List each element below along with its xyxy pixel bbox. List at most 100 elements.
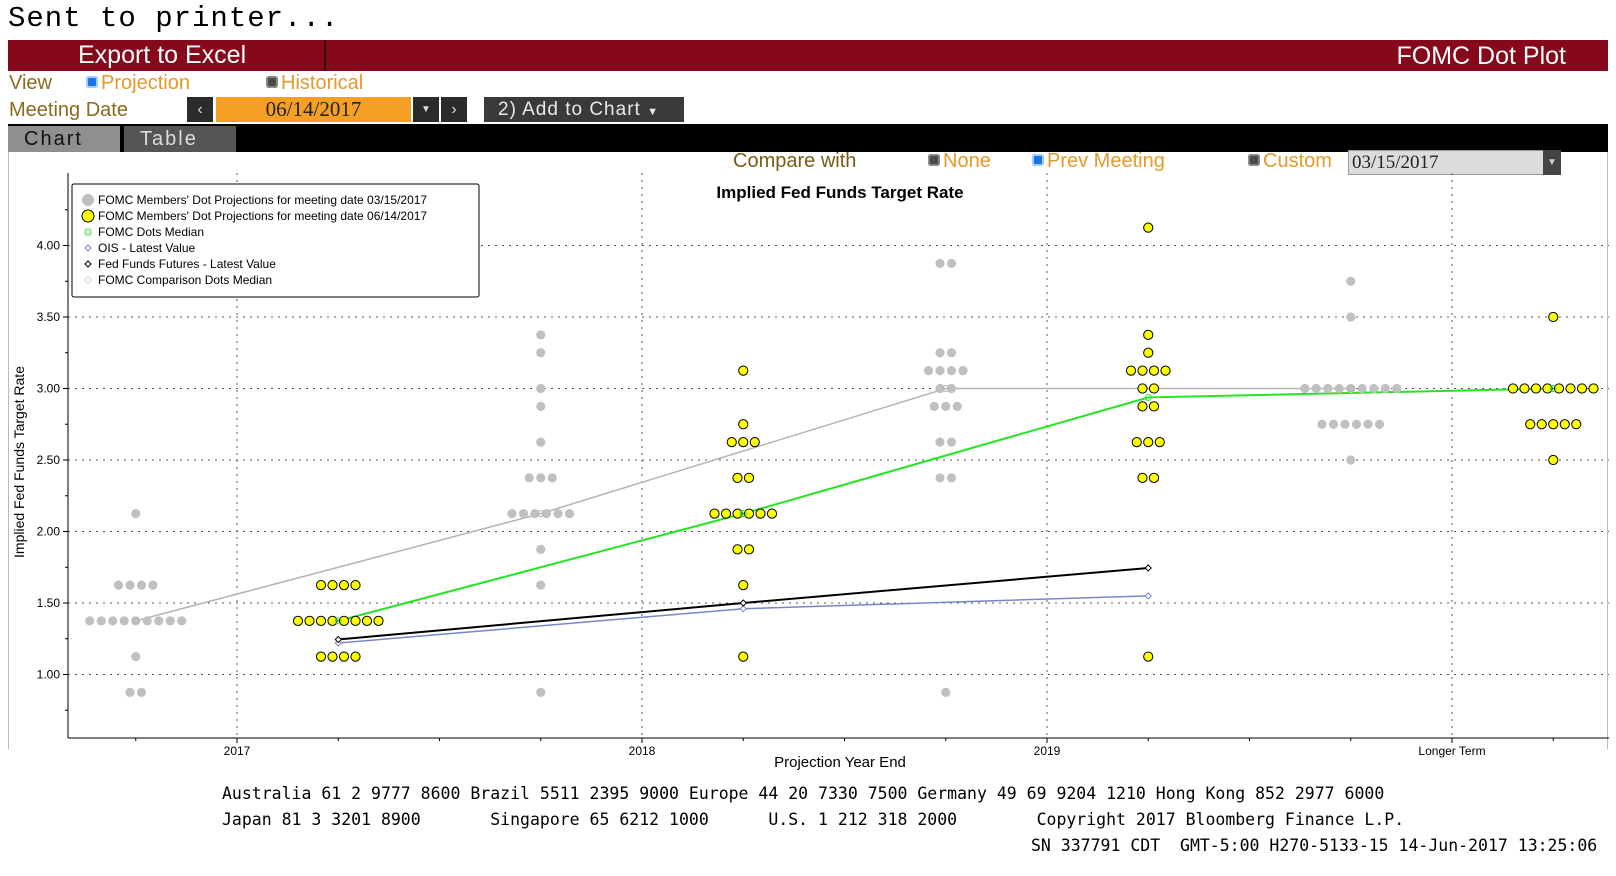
legend-swatch	[84, 276, 92, 284]
dot-prev-meeting	[154, 616, 164, 626]
dot-current-meeting	[1143, 347, 1154, 358]
meeting-date-label: Meeting Date	[9, 99, 128, 121]
dot-prev-meeting	[536, 330, 546, 340]
compare-option-custom[interactable]: Custom	[1248, 150, 1332, 173]
dot-current-meeting	[1519, 383, 1530, 394]
compare-with-label: Compare with	[733, 150, 857, 172]
dot-prev-meeting	[946, 258, 957, 268]
export-to-excel-button[interactable]: Export to Excel	[8, 40, 326, 71]
compare-date-input[interactable]: 03/15/2017	[1348, 150, 1561, 175]
chevron-left-icon[interactable]: ‹	[187, 97, 213, 122]
caret-down-icon[interactable]: ▼	[413, 97, 439, 122]
x-tick-label: 2018	[629, 744, 656, 758]
dot-prev-meeting	[553, 509, 563, 519]
view-option-historical[interactable]: Historical	[266, 72, 363, 95]
legend-label: FOMC Dots Median	[98, 225, 204, 239]
dot-prev-meeting	[1351, 419, 1362, 429]
grid-lines	[68, 173, 1609, 738]
legend-label: OIS - Latest Value	[98, 241, 195, 255]
dot-prev-meeting	[536, 544, 546, 554]
dot-current-meeting	[1542, 383, 1553, 394]
comparison-median-marker	[1347, 385, 1355, 392]
compare-option-label: None	[943, 150, 991, 172]
add-to-chart-button[interactable]: 2) Add to Chart ▼	[484, 97, 684, 122]
dot-prev-meeting	[136, 687, 147, 697]
dot-current-meeting	[1148, 401, 1160, 412]
dot-current-meeting	[1525, 419, 1536, 430]
chart-legend: FOMC Members' Dot Projections for meetin…	[71, 183, 480, 298]
dot-prev-meeting	[935, 383, 945, 394]
dot-prev-meeting	[564, 509, 575, 519]
dot-current-meeting	[338, 651, 350, 662]
dot-current-meeting	[738, 365, 749, 376]
dot-current-meeting	[1143, 651, 1154, 662]
dot-current-meeting	[1148, 365, 1160, 376]
dot-prev-meeting	[946, 437, 957, 447]
meeting-date-input[interactable]: 06/14/2017	[216, 97, 411, 122]
dot-prev-meeting	[541, 509, 552, 519]
tab-table[interactable]: Table	[124, 126, 236, 152]
legend-swatch	[84, 260, 92, 268]
dot-current-meeting	[726, 437, 737, 448]
dot-prev-meeting	[85, 616, 95, 626]
radio-unselected-icon	[928, 154, 940, 166]
dot-prev-meeting	[1340, 419, 1350, 429]
dot-current-meeting	[361, 615, 373, 626]
tab-chart[interactable]: Chart	[8, 126, 120, 152]
dot-current-meeting	[738, 651, 749, 662]
x-tick-label: 2019	[1034, 744, 1061, 758]
dot-prev-meeting	[524, 473, 534, 483]
dot-current-meeting	[327, 651, 338, 662]
y-axis-title: Implied Fed Funds Target Rate	[11, 366, 27, 558]
dot-prev-meeting	[108, 616, 118, 626]
radio-unselected-icon	[1248, 154, 1260, 166]
dot-current-meeting	[1571, 419, 1582, 430]
footer-contacts-line2: Japan 81 3 3201 8900 Singapore 65 6212 1…	[222, 810, 1405, 829]
dot-current-meeting	[743, 472, 755, 483]
dot-current-meeting	[1137, 365, 1148, 376]
y-tick-label: 3.00	[37, 382, 61, 396]
dot-prev-meeting	[1380, 383, 1390, 394]
legend-label: FOMC Members' Dot Projections for meetin…	[98, 209, 427, 223]
dot-prev-meeting	[536, 401, 546, 411]
median-marker	[1549, 385, 1557, 392]
dot-current-meeting	[350, 651, 361, 662]
x-tick-label: 2017	[224, 744, 251, 758]
dot-prev-meeting	[131, 652, 141, 662]
legend-swatch	[84, 244, 92, 252]
dot-prev-meeting	[946, 348, 957, 358]
dot-prev-meeting	[958, 366, 968, 376]
view-label: View	[9, 72, 52, 94]
page-title: FOMC Dot Plot	[1396, 42, 1566, 70]
dot-prev-meeting	[1334, 383, 1344, 394]
dot-current-meeting	[1143, 222, 1154, 233]
dot-prev-meeting	[507, 509, 517, 519]
dot-current-meeting	[1576, 383, 1588, 394]
dot-current-meeting	[292, 615, 304, 626]
view-option-projection[interactable]: Projection	[86, 72, 190, 95]
dot-current-meeting	[743, 508, 755, 519]
dot-current-meeting	[315, 615, 327, 626]
dot-prev-meeting	[142, 616, 152, 626]
dot-current-meeting	[732, 472, 743, 483]
dot-prev-meeting	[125, 687, 135, 697]
dot-current-meeting	[373, 615, 384, 626]
view-option-label: Projection	[101, 72, 190, 94]
dot-current-meeting	[1137, 401, 1148, 412]
header-bar: Export to Excel FOMC Dot Plot	[8, 40, 1608, 71]
dot-current-meeting	[350, 580, 361, 591]
dot-prev-meeting	[923, 366, 934, 376]
median-marker	[1144, 393, 1152, 401]
x-axis-title: Projection Year End	[774, 754, 906, 771]
dot-current-meeting	[766, 508, 778, 519]
dot-current-meeting	[1530, 383, 1542, 394]
dot-current-meeting	[350, 615, 361, 626]
dot-current-meeting	[315, 651, 327, 662]
dot-current-meeting	[1125, 365, 1137, 376]
compare-option-none[interactable]: None	[928, 150, 991, 173]
caret-down-icon[interactable]: ▼	[1543, 150, 1561, 175]
compare-option-prev-meeting[interactable]: Prev Meeting	[1032, 150, 1165, 173]
y-tick-label: 2.00	[37, 525, 61, 539]
chevron-right-icon[interactable]: ›	[441, 97, 467, 122]
dot-prev-meeting	[1346, 455, 1356, 465]
